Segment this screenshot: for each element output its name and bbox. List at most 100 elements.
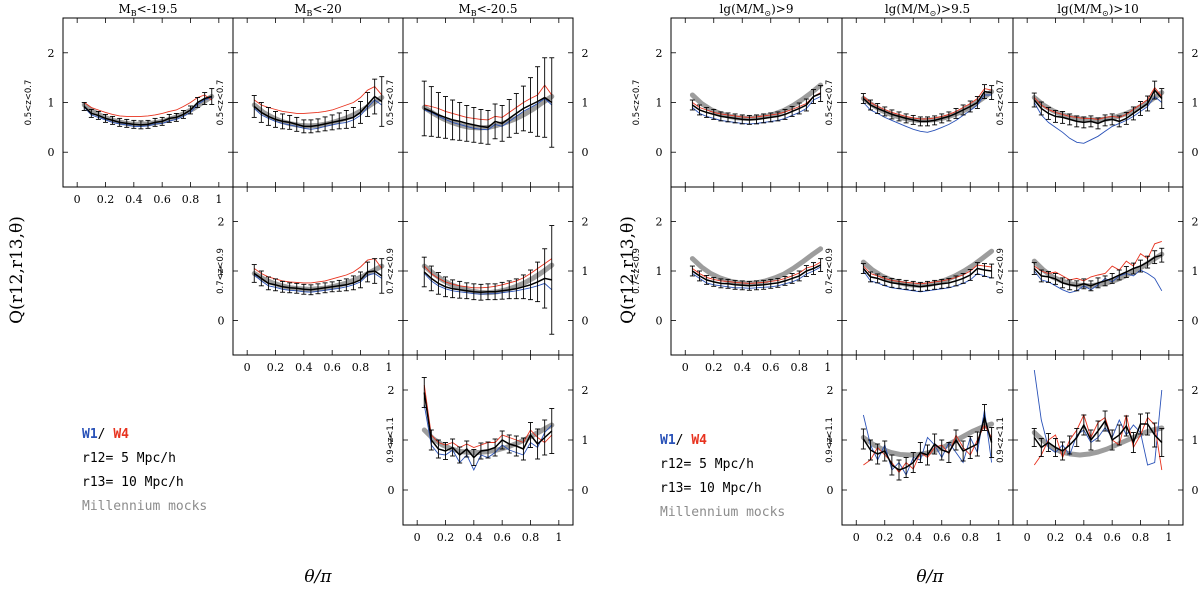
x-tick-label: 0 — [244, 361, 251, 374]
combined-series-line — [691, 92, 821, 121]
x-tick-label: 0.4 — [125, 193, 143, 206]
y-tick-label: 1 — [656, 265, 663, 278]
x-tick-label: 0.6 — [153, 193, 171, 206]
redshift-label: 0.9<z<1.1 — [386, 417, 396, 463]
panel-1-0-0: 0.5<z<0.7 — [632, 17, 843, 188]
column-title: lg(M/M⊙)>10 — [1057, 2, 1139, 18]
w4-series-line — [254, 86, 383, 114]
y-tick-label: 1 — [827, 434, 834, 447]
redshift-label: 0.9<z<1.1 — [996, 417, 1006, 463]
redshift-label: 0.7<z<0.9 — [216, 248, 226, 294]
combined-series-line — [1033, 419, 1163, 452]
redshift-label: 0.7<z<0.9 — [632, 248, 642, 294]
column-title: MB<-20.5 — [458, 2, 517, 18]
redshift-label: 0.7<z<0.9 — [825, 248, 835, 294]
x-tick-label: 1 — [385, 361, 392, 374]
combined-series-line — [423, 392, 553, 459]
redshift-label: 0.7<z<0.9 — [996, 248, 1006, 294]
y-tick-label: 2 — [1192, 384, 1199, 397]
x-tick-label: 0 — [1024, 531, 1031, 544]
w4-series-line — [1033, 86, 1163, 120]
x-tick-label: 0.6 — [1103, 531, 1121, 544]
panel-0-1-1: 0.7<z<0.9 — [216, 186, 404, 356]
redshift-label: 0.5<z<0.7 — [996, 80, 1006, 126]
redshift-label: 0.5<z<0.7 — [825, 80, 835, 126]
x-tick-label: 0.8 — [962, 531, 980, 544]
y-tick-label: 2 — [582, 47, 589, 60]
y-tick-label: 0 — [827, 484, 834, 497]
legend-w1-w4: W1/ W4 — [82, 427, 129, 442]
y-tick-label: 0 — [1192, 146, 1199, 159]
column-title: lg(M/M⊙)>9.5 — [885, 2, 970, 18]
combined-series-line — [691, 264, 821, 287]
redshift-label: 0.9<z<1.1 — [825, 417, 835, 463]
x-tick-label: 0.4 — [905, 531, 923, 544]
x-tick-label: 0.2 — [97, 193, 115, 206]
x-tick-label: 0.2 — [437, 531, 455, 544]
w4-series-line — [1034, 240, 1162, 282]
y-tick-label: 2 — [1192, 216, 1199, 229]
x-tick-label: 1 — [1165, 531, 1172, 544]
panel-1-0-1: 0.5<z<0.7 — [825, 17, 1014, 188]
panel-frame — [1012, 186, 1184, 356]
x-axis-label: θ/π — [304, 567, 332, 587]
x-tick-label: 0.4 — [295, 361, 313, 374]
y-tick-label: 1 — [388, 434, 395, 447]
combined-series-line — [862, 267, 992, 288]
legend: W1/ W4 r12= 5 Mpc/h r13= 10 Mpc/h Millenniu… — [660, 433, 785, 520]
x-tick-label: 0.2 — [876, 531, 894, 544]
redshift-label: 0.5<z<0.7 — [216, 80, 226, 126]
panel-0-0-1: 0.5<z<0.7 — [216, 17, 404, 188]
y-tick-label: 0 — [388, 484, 395, 497]
x-tick-label: 0.4 — [1075, 531, 1093, 544]
legend: W1/ W4 r12= 5 Mpc/h r13= 10 Mpc/h Millenniu… — [82, 427, 207, 514]
x-tick-label: 0.2 — [267, 361, 285, 374]
combined-series-line — [423, 271, 552, 293]
column-title: MB<-19.5 — [118, 2, 177, 18]
combined-series-line — [253, 270, 383, 291]
x-tick-label: 0.8 — [352, 361, 370, 374]
combined-series-line — [253, 95, 383, 128]
combined-series-line — [862, 90, 992, 123]
redshift-label: 0.5<z<0.7 — [24, 80, 34, 126]
x-tick-label: 0.6 — [323, 361, 341, 374]
panel-1-1-1: 0.7<z<0.9 — [825, 186, 1014, 356]
panel-1-0-2: 0.5<z<0.7 — [996, 17, 1184, 188]
panel-frame — [62, 17, 234, 188]
y-tick-label: 0 — [48, 146, 55, 159]
legend-mocks: Millennium mocks — [660, 505, 785, 520]
combined-series-line — [1033, 254, 1163, 287]
panel-0-1-2: 0.7<z<0.9 — [386, 186, 574, 356]
x-tick-label: 0.8 — [522, 531, 540, 544]
x-tick-label: 0.8 — [791, 361, 809, 374]
panel-0-0-2: 0.5<z<0.7 — [386, 17, 574, 188]
legend-mocks: Millennium mocks — [82, 499, 207, 514]
panel-1-2-2: 0.9<z<1.1 — [996, 354, 1184, 526]
y-tick-label: 0 — [582, 146, 589, 159]
combined-series-line — [424, 96, 553, 129]
y-tick-label: 1 — [218, 265, 225, 278]
y-tick-label: 0 — [582, 314, 589, 327]
x-tick-label: 0.4 — [734, 361, 752, 374]
redshift-label: 0.5<z<0.7 — [632, 80, 642, 126]
w4-series-line — [84, 94, 212, 117]
x-tick-label: 1 — [555, 531, 562, 544]
panel-1-1-0: 0.7<z<0.9 — [632, 186, 843, 356]
x-tick-label: 1 — [995, 531, 1002, 544]
x-tick-label: 0.8 — [182, 193, 200, 206]
x-tick-label: 0 — [74, 193, 81, 206]
y-tick-label: 1 — [1192, 265, 1199, 278]
column-title: lg(M/M⊙)>9 — [720, 2, 794, 18]
x-tick-label: 0.4 — [465, 531, 483, 544]
panel-frame — [402, 17, 574, 188]
x-tick-label: 1 — [824, 361, 831, 374]
x-tick-label: 0.6 — [493, 531, 511, 544]
y-tick-label: 2 — [582, 216, 589, 229]
y-tick-label: 2 — [582, 384, 589, 397]
mock-curve — [689, 246, 824, 286]
y-tick-label: 1 — [582, 265, 589, 278]
y-tick-label: 2 — [656, 47, 663, 60]
combined-series-line — [1033, 88, 1163, 125]
x-tick-label: 0 — [414, 531, 421, 544]
